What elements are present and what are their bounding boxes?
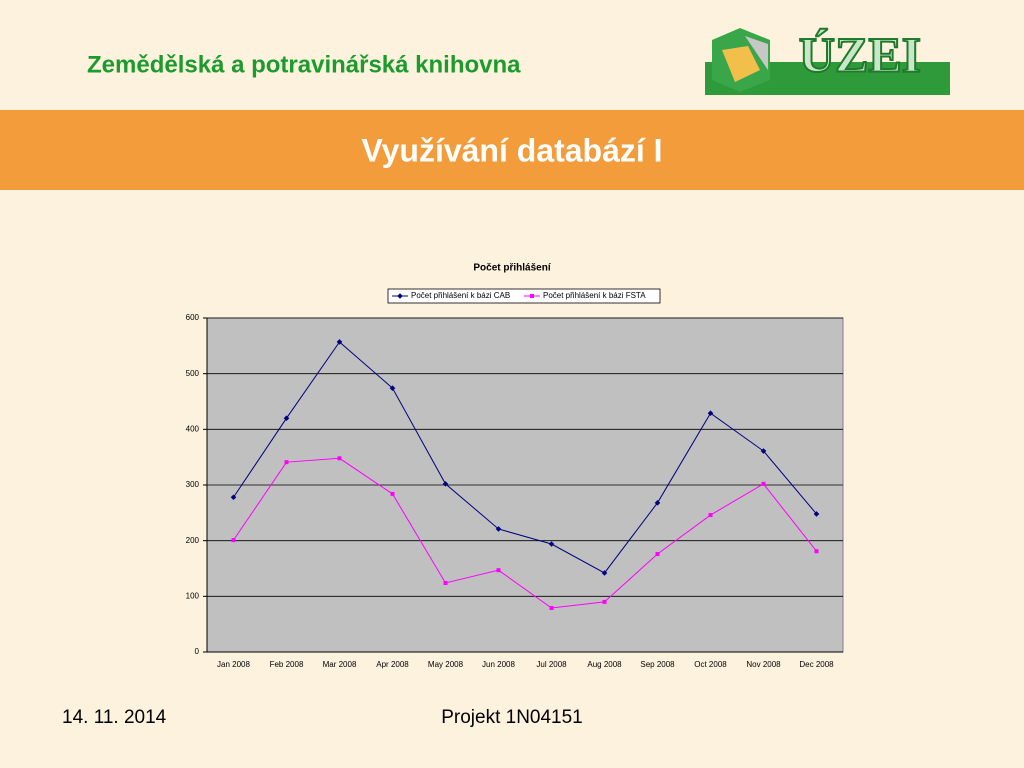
data-point [495,526,502,532]
x-tick-label: Sep 2008 [640,660,675,669]
data-point [231,538,236,543]
data-point [655,552,660,557]
legend-label: Počet přihlášení k bázi CAB [411,291,510,300]
data-point [336,339,343,345]
library-name: Zemědělská a potravinářská knihovna [87,51,521,78]
logo-leaf [722,46,760,82]
y-tick-label: 500 [186,369,200,378]
data-point [283,415,290,421]
legend-label: Počet přihlášení k bázi FSTA [543,291,646,300]
x-tick-label: Aug 2008 [587,660,622,669]
x-tick-label: Jul 2008 [536,660,567,669]
data-point [284,460,289,465]
data-point [337,456,342,461]
x-tick-label: Jan 2008 [217,660,250,669]
x-tick-label: Nov 2008 [746,660,781,669]
x-tick-label: Feb 2008 [270,660,304,669]
data-point [761,481,766,486]
x-tick-label: Apr 2008 [376,660,409,669]
y-tick-label: 0 [195,647,200,656]
footer-project: Projekt 1N04151 [441,707,583,728]
x-tick-label: Dec 2008 [799,660,834,669]
y-tick-label: 600 [186,313,200,322]
x-tick-label: Mar 2008 [323,660,357,669]
data-point [548,541,555,547]
data-point [813,511,820,517]
y-tick-label: 100 [186,591,200,600]
data-point [760,448,767,454]
logo: ÚZEI [705,25,950,95]
legend-marker [397,293,403,299]
data-point [707,410,714,416]
data-point [389,385,396,391]
data-point [496,568,501,573]
y-tick-label: 300 [186,480,200,489]
footer-date: 14. 11. 2014 [62,707,167,728]
chart-title: Počet přihlášení [473,263,551,274]
data-point [443,580,448,585]
data-point [814,549,819,554]
data-point [549,606,554,611]
x-tick-label: Oct 2008 [694,660,727,669]
data-point [442,481,449,487]
logo-leaf2 [745,36,768,70]
y-tick-label: 400 [186,424,200,433]
series-line [233,457,817,609]
logo-text: ÚZEI [799,26,921,82]
y-tick-label: 200 [186,536,200,545]
title-band [0,110,1024,190]
data-point [390,491,395,496]
data-point [230,494,237,501]
chart: 0 100 200 300 400 500 600 Jan 2008 Feb 2008 Mar 2… [186,288,844,669]
data-point [708,513,713,518]
legend-marker [530,294,534,298]
x-tick-label: May 2008 [428,660,464,669]
x-tick-label: Jun 2008 [482,660,515,669]
data-point [602,599,607,604]
slide-title: Využívání databází I [361,132,662,168]
data-point [601,570,608,576]
series-line [233,341,817,574]
data-point [654,500,661,506]
